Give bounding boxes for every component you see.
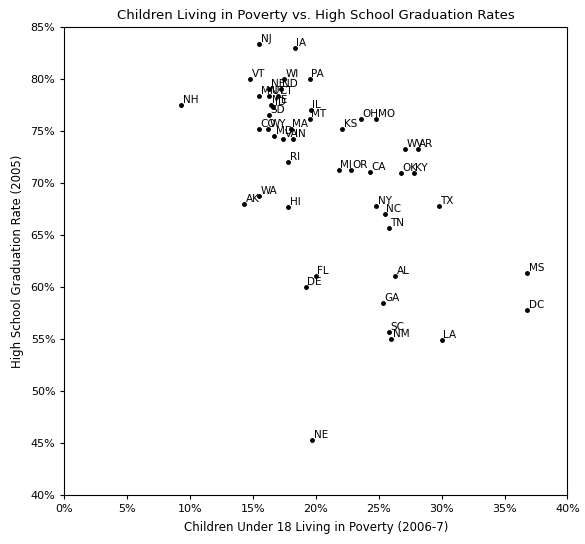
Text: ND: ND xyxy=(282,78,298,89)
Text: MN: MN xyxy=(261,86,277,96)
Text: IL: IL xyxy=(312,101,321,110)
Text: CT: CT xyxy=(280,86,293,96)
Text: NE: NE xyxy=(314,430,328,440)
Text: IA: IA xyxy=(296,38,306,48)
Text: WA: WA xyxy=(261,186,277,196)
Text: DE: DE xyxy=(307,277,322,287)
Text: ID: ID xyxy=(274,97,285,107)
Text: SD: SD xyxy=(271,104,285,115)
Text: AK: AK xyxy=(246,194,260,204)
Text: AL: AL xyxy=(397,265,410,276)
Text: MD: MD xyxy=(276,126,292,137)
Text: TN: TN xyxy=(390,218,404,228)
Text: MT: MT xyxy=(311,109,326,119)
Text: MO: MO xyxy=(378,109,395,119)
Text: MI: MI xyxy=(340,159,352,170)
Text: OK: OK xyxy=(403,163,418,173)
Text: OR: OR xyxy=(353,159,368,170)
Text: AR: AR xyxy=(419,139,433,149)
Y-axis label: High School Graduation Rate (2005): High School Graduation Rate (2005) xyxy=(11,154,23,368)
Text: NM: NM xyxy=(393,329,410,339)
Text: HI: HI xyxy=(290,197,300,207)
Text: IN: IN xyxy=(295,129,305,139)
Text: NE: NE xyxy=(271,78,285,89)
Title: Children Living in Poverty vs. High School Graduation Rates: Children Living in Poverty vs. High Scho… xyxy=(117,9,515,22)
Text: VA: VA xyxy=(284,129,298,139)
Text: MS: MS xyxy=(529,263,544,273)
Text: GA: GA xyxy=(384,293,399,302)
Text: CA: CA xyxy=(371,162,386,172)
Text: NC: NC xyxy=(387,205,401,214)
Text: NY: NY xyxy=(378,196,392,206)
Text: LA: LA xyxy=(443,330,456,340)
Text: DC: DC xyxy=(529,300,544,310)
Text: NH: NH xyxy=(183,95,198,105)
Text: TX: TX xyxy=(441,196,454,206)
Text: CO: CO xyxy=(261,119,276,129)
Text: KY: KY xyxy=(415,163,428,173)
Text: NJ: NJ xyxy=(261,34,271,44)
Text: WY: WY xyxy=(270,119,286,129)
Text: PA: PA xyxy=(311,69,324,79)
X-axis label: Children Under 18 Living in Poverty (2006-7): Children Under 18 Living in Poverty (200… xyxy=(184,521,448,534)
Text: UT: UT xyxy=(271,86,284,96)
Text: FL: FL xyxy=(317,265,329,276)
Text: SC: SC xyxy=(390,322,404,332)
Text: KS: KS xyxy=(344,119,357,129)
Text: WV: WV xyxy=(407,139,424,149)
Text: OH: OH xyxy=(363,109,378,119)
Text: RI: RI xyxy=(290,152,300,162)
Text: VT: VT xyxy=(252,69,265,79)
Text: WI: WI xyxy=(286,69,299,79)
Text: MA: MA xyxy=(292,119,308,129)
Text: ME: ME xyxy=(272,95,287,105)
